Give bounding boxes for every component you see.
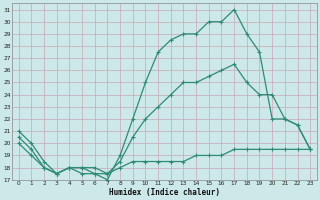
X-axis label: Humidex (Indice chaleur): Humidex (Indice chaleur) — [109, 188, 220, 197]
